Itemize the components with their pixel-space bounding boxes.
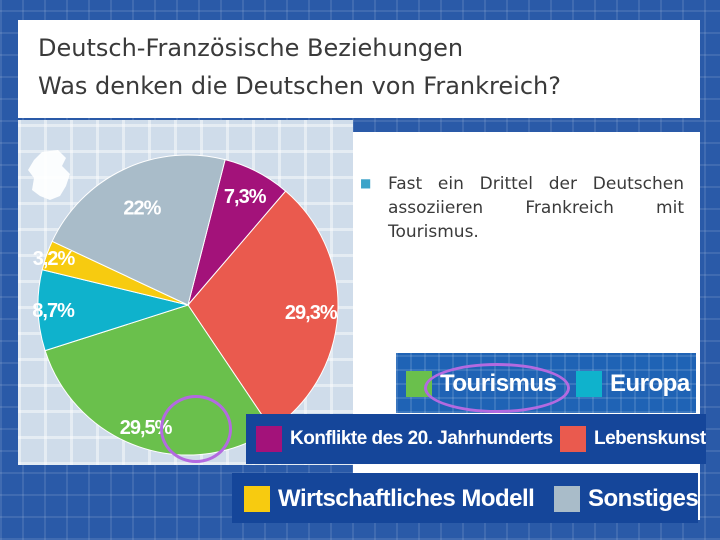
legend-swatch bbox=[554, 486, 580, 512]
pie-slice-label: 3,2% bbox=[33, 248, 76, 270]
legend-swatch bbox=[576, 371, 602, 397]
legend-item-wirtschaft: Wirtschaftliches Modell bbox=[244, 485, 535, 513]
tourismus-highlight-ellipse bbox=[424, 363, 570, 413]
title-box: Deutsch-Französische Beziehungen Was den… bbox=[18, 20, 700, 118]
pie-slice-label: 7,3% bbox=[224, 186, 267, 208]
legend-row-2: Konflikte des 20. Jahrhunderts Lebenskun… bbox=[246, 414, 706, 464]
legend-item-sonstiges: Sonstiges bbox=[554, 485, 699, 513]
legend-label: Wirtschaftliches Modell bbox=[278, 485, 535, 512]
tourismus-highlight-circle bbox=[160, 395, 232, 463]
slide-title-line1: Deutsch-Französische Beziehungen bbox=[38, 34, 464, 62]
bullet-text: Fast ein Drittel der Deutschen assoziier… bbox=[388, 174, 684, 242]
legend-label: Konflikte des 20. Jahrhunderts bbox=[290, 428, 553, 449]
legend-swatch bbox=[256, 426, 282, 452]
pie-slice-label: 29,3% bbox=[285, 302, 338, 324]
legend-item-konflikte: Konflikte des 20. Jahrhunderts bbox=[256, 426, 553, 452]
legend-row-3: Wirtschaftliches Modell Sonstiges bbox=[232, 473, 699, 523]
legend-label: Lebenskunst bbox=[594, 428, 706, 449]
legend-item-europa: Europa bbox=[576, 370, 690, 398]
pie-slice-2 bbox=[187, 190, 339, 431]
legend-swatch bbox=[244, 486, 270, 512]
legend-swatch bbox=[560, 426, 586, 452]
pie-slice-4 bbox=[37, 269, 190, 352]
pie-slice-label: 22% bbox=[123, 197, 161, 219]
slide-title-line2: Was denken die Deutschen von Frankreich? bbox=[38, 72, 561, 100]
germany-map-icon bbox=[28, 150, 70, 200]
pie-slice-label: 8,7% bbox=[32, 300, 75, 322]
bullet-icon: ■ bbox=[360, 176, 372, 190]
legend-label: Europa bbox=[610, 370, 690, 397]
pie-slice-6 bbox=[51, 154, 226, 306]
legend-item-lebenskunst: Lebenskunst bbox=[560, 426, 706, 452]
legend-label: Sonstiges bbox=[588, 485, 699, 512]
